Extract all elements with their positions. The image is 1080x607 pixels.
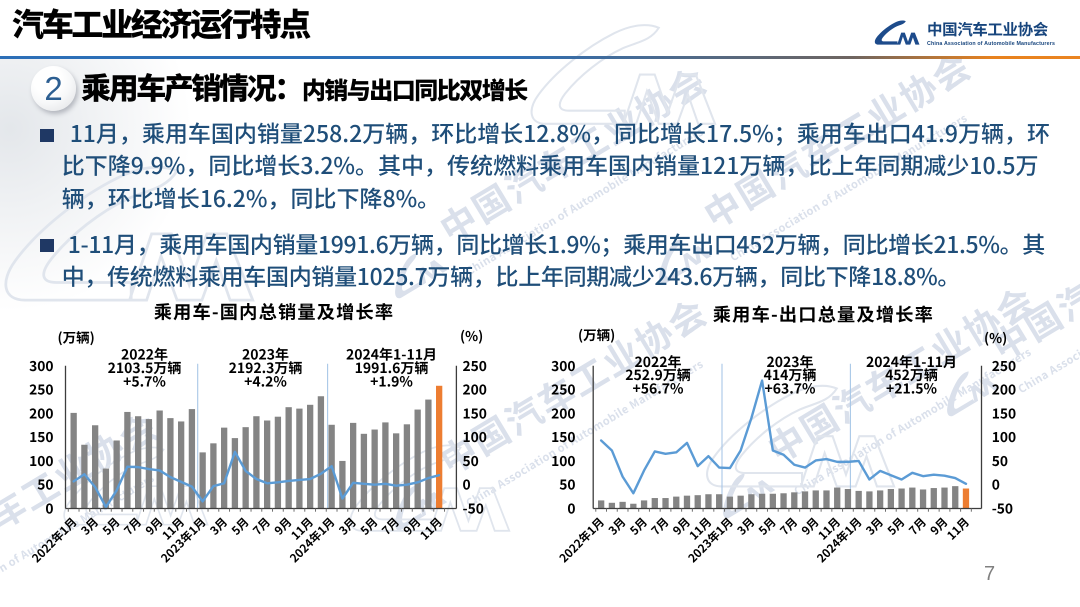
svg-text:(%): (%) <box>984 327 1007 347</box>
svg-text:252.9万辆: 252.9万辆 <box>625 365 691 385</box>
svg-text:+1.9%: +1.9% <box>370 372 413 392</box>
svg-text:5月: 5月 <box>626 514 650 538</box>
svg-text:2022年1月: 2022年1月 <box>29 514 81 566</box>
svg-text:乘用车-出口总量及增长率: 乘用车-出口总量及增长率 <box>713 301 934 327</box>
svg-text:5月: 5月 <box>228 514 252 538</box>
svg-text:200: 200 <box>29 402 53 422</box>
svg-text:5月: 5月 <box>884 514 908 538</box>
svg-text:5月: 5月 <box>357 514 381 538</box>
svg-text:150: 150 <box>463 402 487 422</box>
svg-text:5月: 5月 <box>755 514 779 538</box>
svg-text:2022年: 2022年 <box>121 345 168 365</box>
svg-text:200: 200 <box>992 379 1016 399</box>
svg-text:(%): (%) <box>460 325 483 345</box>
svg-text:7月: 7月 <box>249 514 273 538</box>
svg-text:7月: 7月 <box>378 514 402 538</box>
svg-text:3月: 3月 <box>207 514 231 538</box>
svg-text:-50: -50 <box>463 498 484 518</box>
svg-text:250: 250 <box>992 355 1016 375</box>
svg-text:150: 150 <box>992 402 1016 422</box>
svg-text:50: 50 <box>463 450 479 470</box>
svg-text:2024年1-11月: 2024年1-11月 <box>346 345 437 365</box>
svg-text:200: 200 <box>551 402 575 422</box>
svg-text:100: 100 <box>992 426 1016 446</box>
svg-text:2023年: 2023年 <box>242 345 289 365</box>
svg-text:250: 250 <box>551 379 575 399</box>
svg-text:3月: 3月 <box>78 514 102 538</box>
svg-text:7月: 7月 <box>905 514 929 538</box>
svg-text:300: 300 <box>551 355 575 375</box>
svg-text:(万辆): (万辆) <box>58 327 95 347</box>
svg-text:+5.7%: +5.7% <box>123 372 166 392</box>
svg-text:100: 100 <box>463 426 487 446</box>
svg-text:0: 0 <box>463 474 471 494</box>
svg-text:-50: -50 <box>992 498 1013 518</box>
svg-text:乘用车-国内总销量及增长率: 乘用车-国内总销量及增长率 <box>154 299 395 325</box>
svg-text:300: 300 <box>29 355 53 375</box>
svg-text:1991.6万辆: 1991.6万辆 <box>355 358 429 378</box>
svg-text:2022年: 2022年 <box>634 352 681 372</box>
svg-text:250: 250 <box>29 379 53 399</box>
svg-text:200: 200 <box>463 379 487 399</box>
svg-text:0: 0 <box>45 498 53 518</box>
svg-text:11月: 11月 <box>944 514 973 543</box>
svg-text:0: 0 <box>567 498 575 518</box>
svg-text:50: 50 <box>559 474 575 494</box>
svg-text:150: 150 <box>551 426 575 446</box>
svg-text:2192.3万辆: 2192.3万辆 <box>229 358 303 378</box>
svg-text:100: 100 <box>29 450 53 470</box>
svg-text:+63.7%: +63.7% <box>764 379 816 399</box>
svg-text:2022年1月: 2022年1月 <box>556 514 608 566</box>
svg-text:(万辆): (万辆) <box>578 324 615 344</box>
svg-text:414万辆: 414万辆 <box>764 365 817 385</box>
svg-text:7月: 7月 <box>648 514 672 538</box>
svg-text:+4.2%: +4.2% <box>244 372 287 392</box>
svg-text:7月: 7月 <box>121 514 145 538</box>
svg-text:7月: 7月 <box>777 514 801 538</box>
svg-text:50: 50 <box>992 450 1008 470</box>
svg-text:2023年: 2023年 <box>766 352 813 372</box>
svg-text:2103.5万辆: 2103.5万辆 <box>108 358 182 378</box>
svg-text:100: 100 <box>551 450 575 470</box>
svg-text:452万辆: 452万辆 <box>885 365 938 385</box>
svg-text:2024年1-11月: 2024年1-11月 <box>866 352 957 372</box>
svg-text:+21.5%: +21.5% <box>886 379 938 399</box>
svg-text:3月: 3月 <box>605 514 629 538</box>
svg-text:3月: 3月 <box>335 514 359 538</box>
svg-text:250: 250 <box>463 355 487 375</box>
svg-text:11月: 11月 <box>417 514 446 543</box>
svg-text:3月: 3月 <box>862 514 886 538</box>
svg-text:150: 150 <box>29 426 53 446</box>
svg-text:50: 50 <box>37 474 53 494</box>
svg-text:3月: 3月 <box>734 514 758 538</box>
svg-text:5月: 5月 <box>99 514 123 538</box>
svg-text:0: 0 <box>992 474 1000 494</box>
svg-text:+56.7%: +56.7% <box>632 379 684 399</box>
